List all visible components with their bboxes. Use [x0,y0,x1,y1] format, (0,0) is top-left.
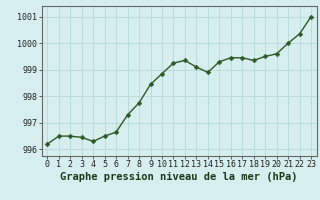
X-axis label: Graphe pression niveau de la mer (hPa): Graphe pression niveau de la mer (hPa) [60,172,298,182]
